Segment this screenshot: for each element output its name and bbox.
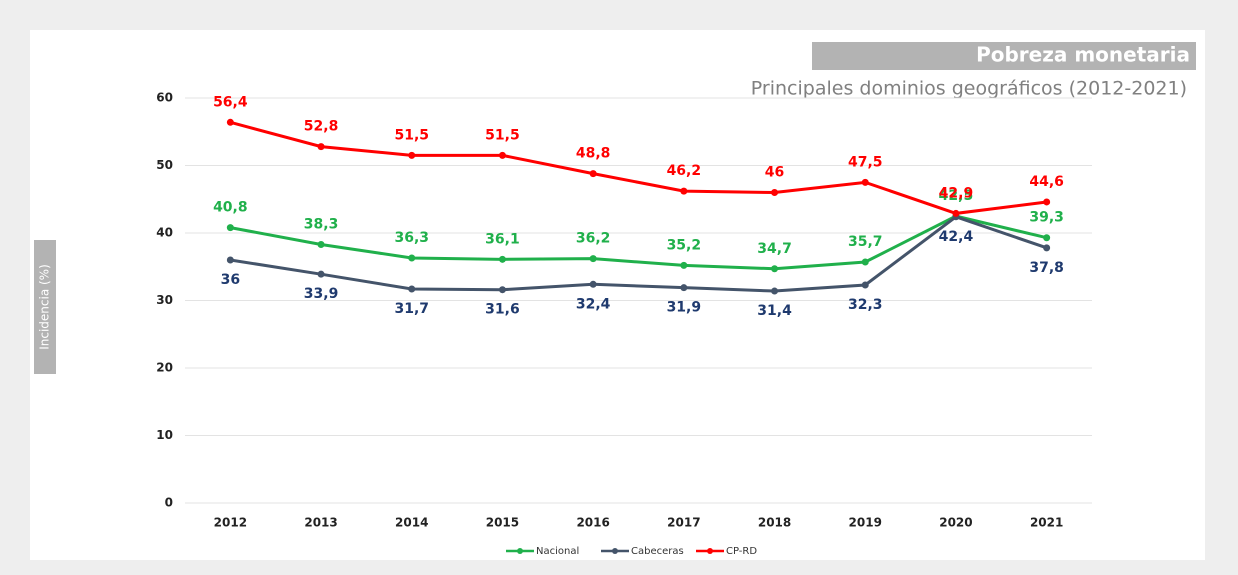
y-tick-label: 30 (156, 293, 173, 307)
data-label: 42,9 (939, 185, 974, 201)
y-tick-label: 40 (156, 226, 173, 240)
data-point (861, 281, 869, 289)
data-label: 36 (221, 272, 240, 288)
data-label: 39,3 (1029, 210, 1064, 226)
x-tick-label: 2017 (667, 516, 700, 530)
x-tick-label: 2014 (395, 516, 428, 530)
data-label: 40,8 (213, 200, 248, 216)
data-label: 52,8 (304, 119, 339, 135)
x-tick-label: 2013 (304, 516, 337, 530)
data-point (317, 240, 325, 248)
y-axis-label: Incidencia (%) (38, 264, 52, 350)
data-point (861, 258, 869, 266)
data-point (408, 285, 416, 293)
legend-marker (612, 548, 618, 554)
chart-subtitle: Principales dominios geográficos (2012-2… (751, 78, 1187, 100)
data-point (226, 256, 234, 264)
data-point (317, 143, 325, 151)
data-label: 36,1 (485, 231, 520, 247)
data-label: 36,3 (394, 230, 429, 246)
data-label: 56,4 (213, 94, 248, 110)
x-tick-label: 2016 (576, 516, 609, 530)
data-label: 42,4 (939, 229, 974, 245)
data-point (498, 286, 506, 294)
data-label: 37,8 (1029, 260, 1064, 276)
y-label-box (34, 240, 56, 374)
data-point (861, 178, 869, 186)
x-tick-label: 2018 (758, 516, 791, 530)
data-label: 46 (765, 165, 784, 181)
data-point (1043, 198, 1051, 206)
legend-marker (517, 548, 523, 554)
legend-label: Nacional (536, 546, 579, 557)
data-label: 42,5 (939, 188, 974, 204)
data-label: 47,5 (848, 154, 883, 170)
data-label: 51,5 (485, 127, 520, 143)
data-point (680, 187, 688, 195)
legend-label: Cabeceras (631, 546, 684, 557)
legend-label: CP-RD (726, 546, 757, 557)
x-tick-label: 2021 (1030, 516, 1063, 530)
data-point (952, 209, 960, 217)
data-label: 31,7 (394, 301, 429, 317)
y-tick-label: 50 (156, 158, 173, 172)
data-point (680, 261, 688, 269)
y-tick-label: 10 (156, 428, 173, 442)
series-line (230, 214, 1047, 271)
x-tick-label: 2020 (939, 516, 972, 530)
data-point (1043, 244, 1051, 252)
data-point (589, 255, 597, 263)
data-label: 46,2 (667, 163, 702, 179)
data-point (771, 265, 779, 273)
data-label: 31,9 (667, 300, 702, 316)
data-point (589, 170, 597, 178)
data-label: 31,4 (757, 303, 792, 319)
data-point (498, 151, 506, 159)
data-label: 34,7 (757, 241, 792, 257)
legend-marker (707, 548, 713, 554)
x-tick-label: 2015 (486, 516, 519, 530)
data-label: 35,7 (848, 234, 883, 250)
title-box (812, 42, 1196, 70)
data-label: 33,9 (304, 286, 339, 302)
data-label: 35,2 (667, 237, 702, 253)
card (30, 30, 1205, 560)
data-point (408, 151, 416, 159)
data-point (771, 287, 779, 295)
chart-title: Pobreza monetaria (976, 43, 1190, 67)
series-line (229, 120, 1047, 215)
data-label: 44,6 (1029, 174, 1064, 190)
data-point (680, 284, 688, 292)
data-point (589, 280, 597, 288)
data-label: 32,4 (576, 296, 611, 312)
y-tick-label: 0 (165, 496, 173, 510)
data-label: 31,6 (485, 302, 520, 318)
x-tick-label: 2012 (214, 516, 247, 530)
y-tick-label: 20 (156, 361, 173, 375)
data-label: 51,5 (394, 127, 429, 143)
data-point (498, 255, 506, 263)
data-point (408, 254, 416, 262)
x-tick-label: 2019 (849, 516, 882, 530)
data-point (771, 189, 779, 196)
data-label: 48,8 (576, 146, 611, 162)
data-label: 32,3 (848, 297, 883, 313)
series-line (230, 215, 1048, 293)
data-point (1043, 234, 1051, 242)
data-point (317, 270, 325, 278)
data-label: 38,3 (304, 216, 339, 232)
data-label: 36,2 (576, 231, 611, 247)
data-point (226, 224, 234, 232)
data-point (226, 118, 234, 126)
y-tick-label: 60 (156, 91, 173, 105)
